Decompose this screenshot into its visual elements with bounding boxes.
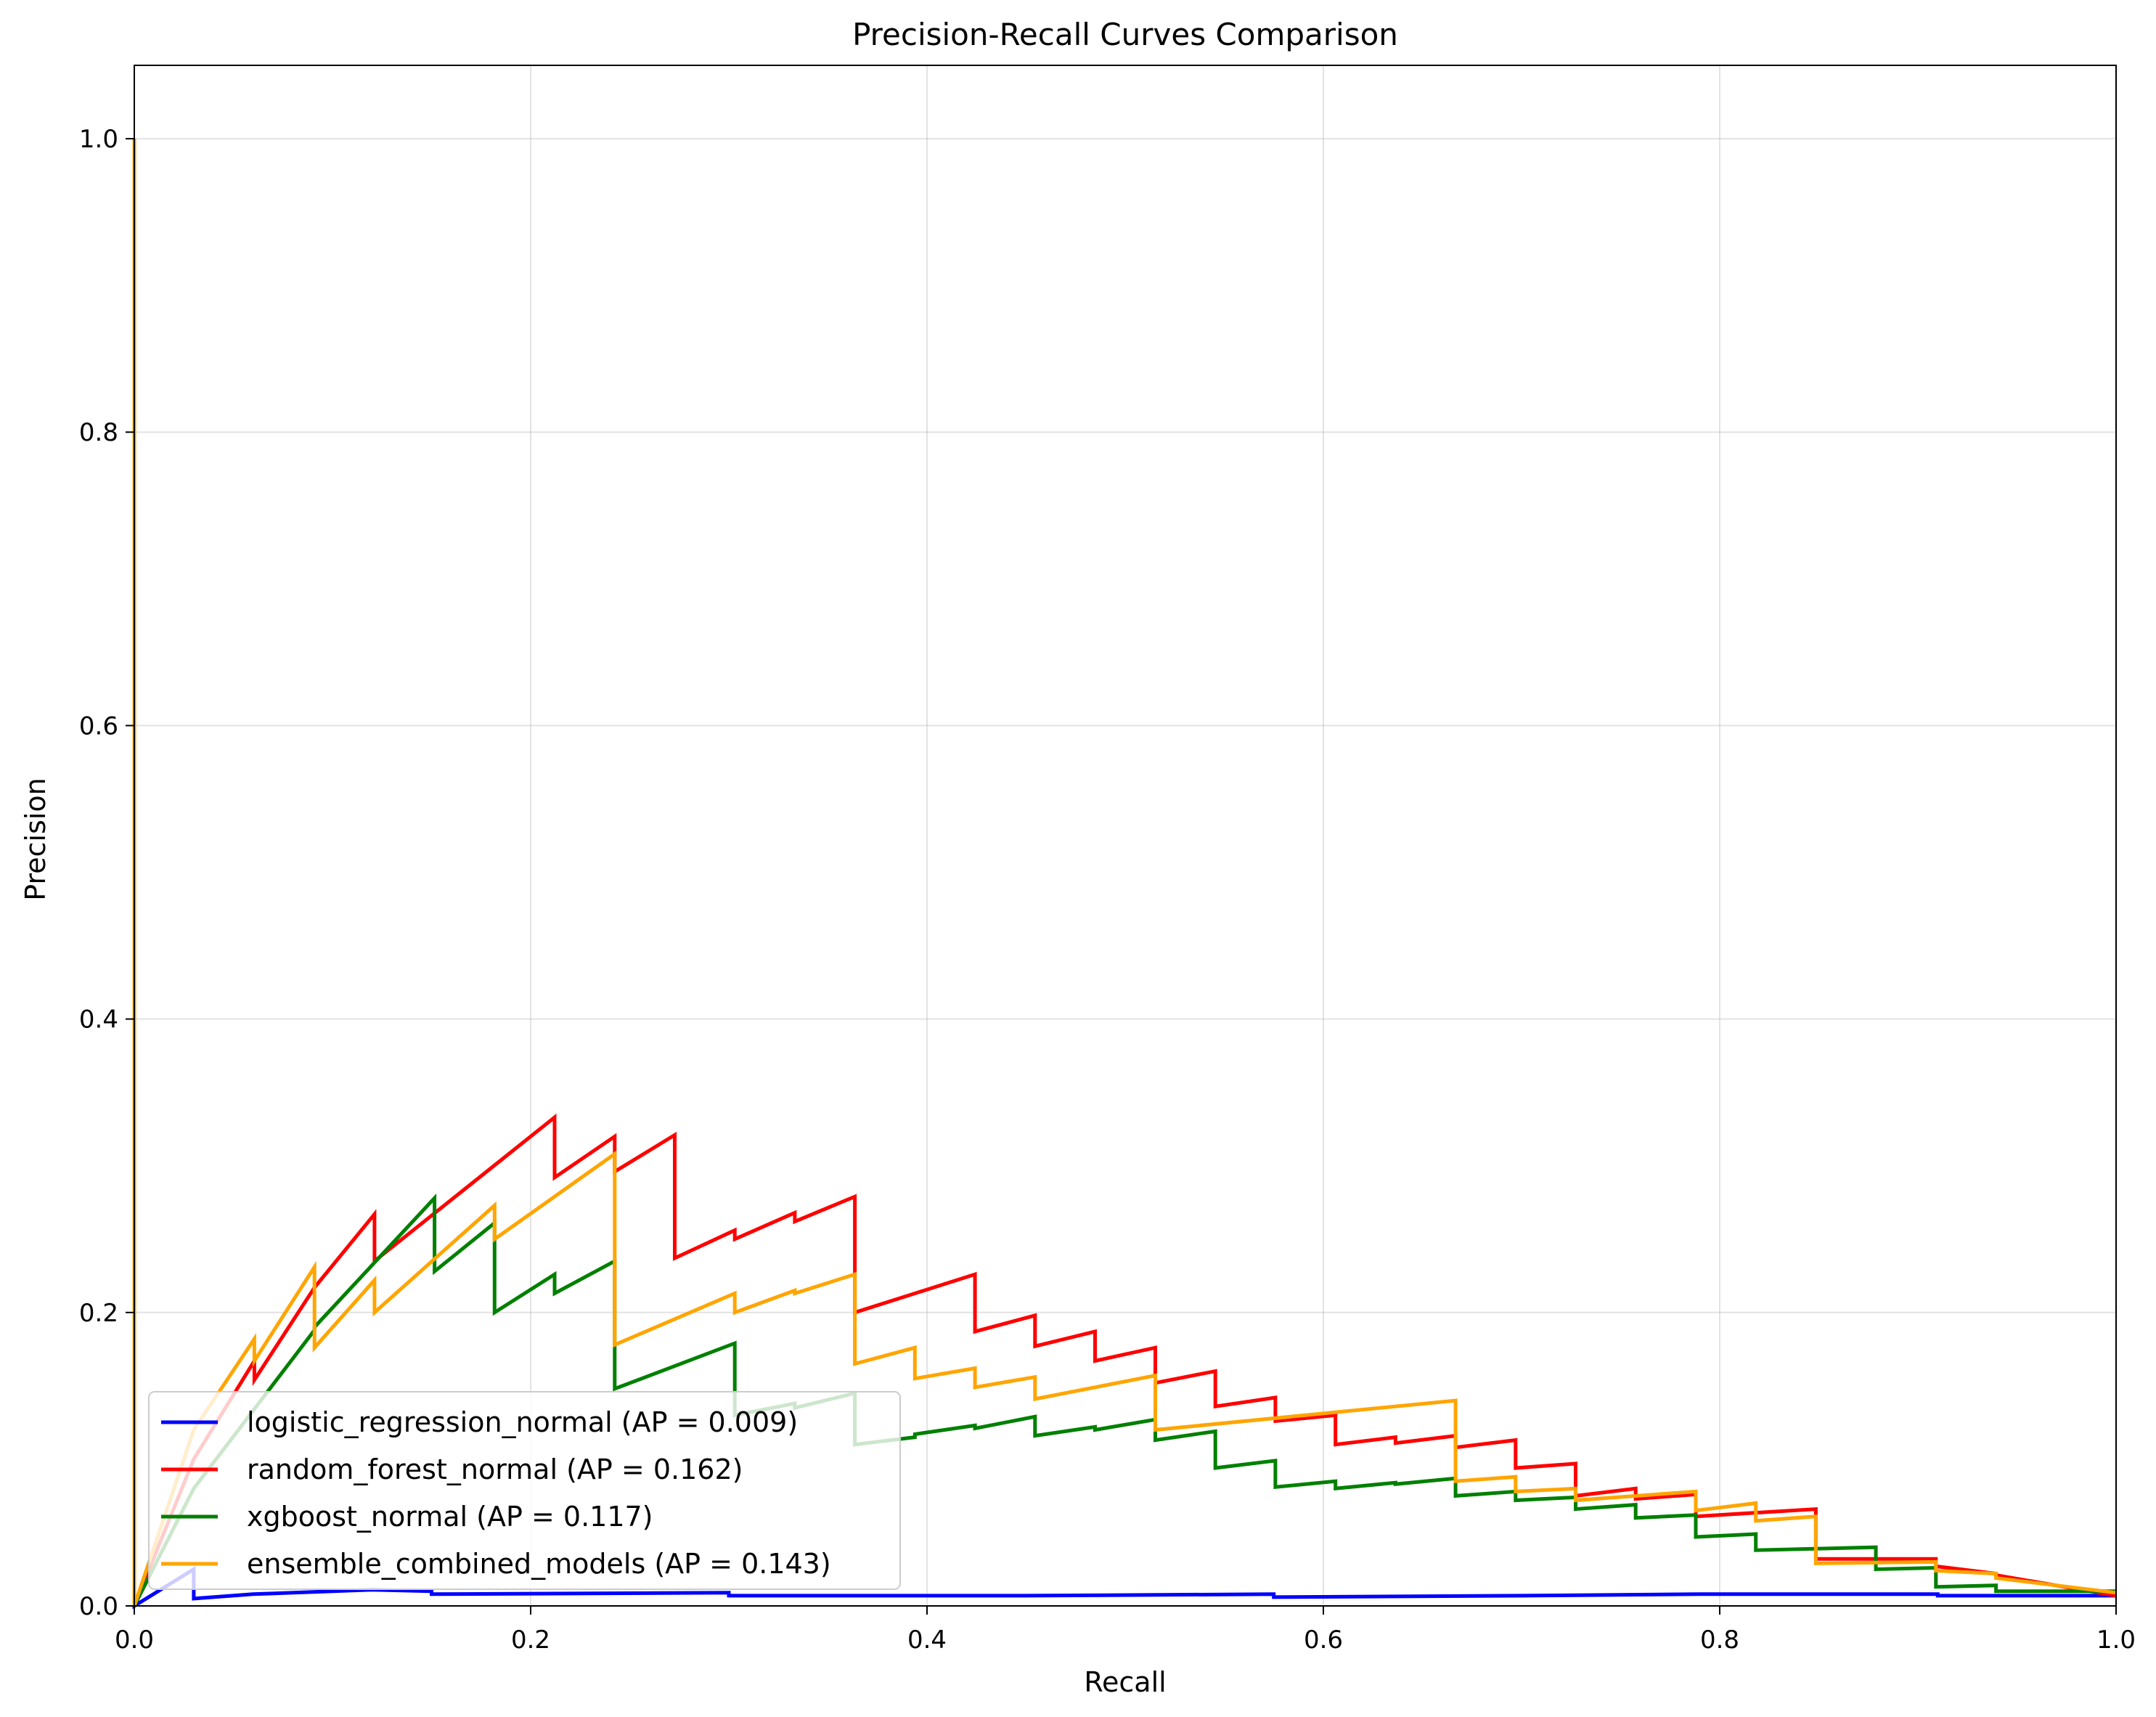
y-tick-label: 0.0 — [79, 1592, 118, 1621]
x-tick-label: 1.0 — [2096, 1626, 2136, 1655]
series-line — [132, 139, 2117, 1607]
legend-label: ensemble_combined_models (AP = 0.143) — [247, 1548, 831, 1580]
x-tick-label: 0.4 — [907, 1626, 947, 1655]
series-line — [132, 139, 2117, 1607]
y-tick-label: 0.4 — [79, 1006, 118, 1035]
x-tick-label: 0.2 — [511, 1626, 550, 1655]
series-lines — [132, 139, 2117, 1610]
legend-label: logistic_regression_normal (AP = 0.009) — [247, 1406, 798, 1438]
x-axis-label: Recall — [1084, 1666, 1166, 1698]
legend-box — [148, 1391, 901, 1590]
grid — [134, 65, 2117, 1607]
y-axis-label: Precision — [20, 778, 52, 901]
y-tick-label: 0.8 — [79, 418, 118, 447]
series-line — [132, 139, 2116, 1610]
y-tick-label: 0.2 — [79, 1299, 118, 1328]
legend: logistic_regression_normal (AP = 0.009) r… — [148, 1391, 901, 1590]
axis-ticks: 0.0 0.2 0.4 0.6 0.8 1.0 0.0 0.2 0.4 0.6 0.8 1.0 — [79, 125, 2136, 1655]
chart-title: Precision-Recall Curves Comparison — [852, 17, 1398, 52]
legend-label: xgboost_normal (AP = 0.117) — [247, 1501, 653, 1533]
y-tick-label: 0.6 — [79, 711, 118, 741]
y-tick-label: 1.0 — [79, 125, 118, 154]
plot-frame — [134, 65, 2117, 1607]
x-tick-label: 0.8 — [1700, 1626, 1739, 1655]
legend-label: random_forest_normal (AP = 0.162) — [247, 1453, 743, 1485]
x-tick-label: 0.6 — [1304, 1626, 1343, 1655]
x-tick-label: 0.0 — [115, 1626, 154, 1655]
legend-items: logistic_regression_normal (AP = 0.009) r… — [161, 1406, 831, 1580]
